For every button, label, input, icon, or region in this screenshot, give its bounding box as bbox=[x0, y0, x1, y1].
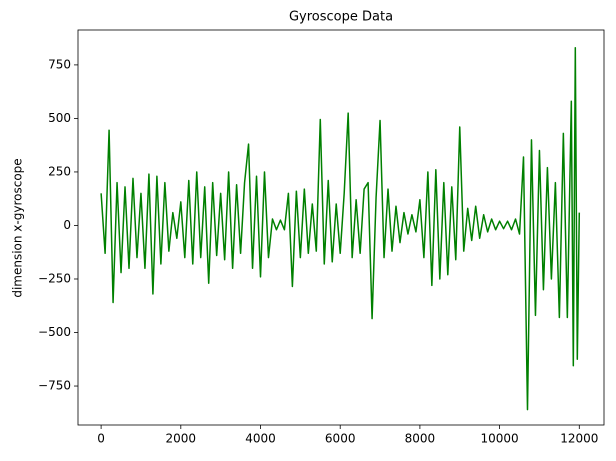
x-tick-label: 4000 bbox=[245, 432, 276, 446]
y-tick-label: 0 bbox=[63, 218, 71, 232]
y-tick-label: −500 bbox=[38, 325, 71, 339]
x-tick-label: 6000 bbox=[325, 432, 356, 446]
x-tick-label: 0 bbox=[97, 432, 105, 446]
data-line bbox=[100, 47, 581, 411]
y-axis-label: dimension x-gyroscope bbox=[11, 158, 25, 297]
y-tick-label: 750 bbox=[48, 57, 71, 71]
x-tick-label: 12000 bbox=[560, 432, 598, 446]
y-tick-label: 250 bbox=[48, 164, 71, 178]
y-tick-label: −750 bbox=[38, 379, 71, 393]
x-tick-label: 10000 bbox=[481, 432, 519, 446]
x-tick-label: 8000 bbox=[405, 432, 436, 446]
y-tick-label: −250 bbox=[38, 271, 71, 285]
x-tick-label: 2000 bbox=[166, 432, 197, 446]
chart-title: Gyroscope Data bbox=[289, 10, 393, 25]
y-tick-label: 500 bbox=[48, 111, 71, 125]
plot-frame bbox=[77, 29, 605, 426]
